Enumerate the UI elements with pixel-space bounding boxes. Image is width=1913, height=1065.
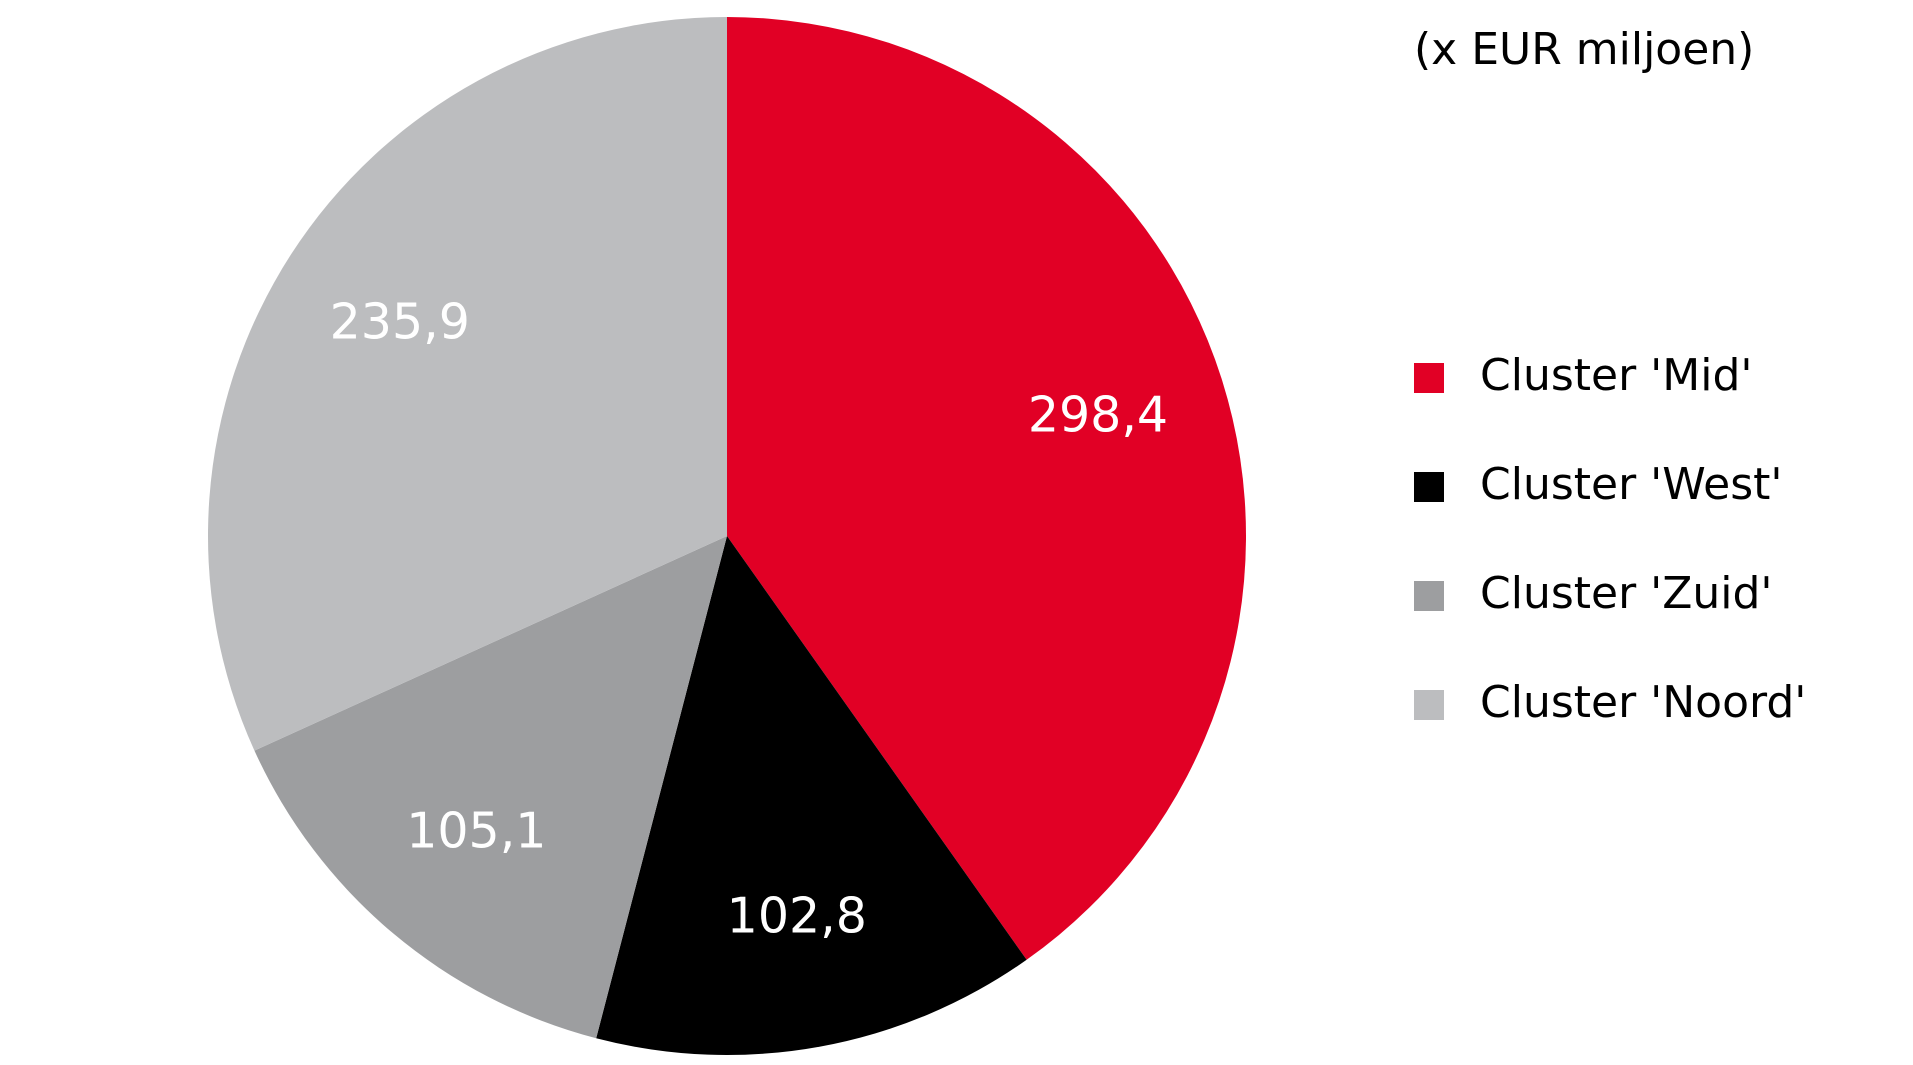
legend-swatch <box>1414 581 1444 611</box>
legend-swatch <box>1414 363 1444 393</box>
data-label: 102,8 <box>727 887 867 944</box>
data-label: 298,4 <box>1028 387 1168 444</box>
chart-subtitle: (x EUR miljoen) <box>1414 24 1754 75</box>
pie-slice <box>727 17 1247 960</box>
legend-swatch <box>1414 472 1444 502</box>
pie-slice <box>596 536 1027 1056</box>
legend-label: Cluster 'West' <box>1480 459 1783 510</box>
pie-slice <box>207 17 727 751</box>
legend-label: Cluster 'Noord' <box>1480 677 1806 728</box>
legend-swatch <box>1414 690 1444 720</box>
pie-slice <box>254 536 727 1039</box>
legend-label: Cluster 'Zuid' <box>1480 568 1773 619</box>
legend-label: Cluster 'Mid' <box>1480 350 1752 401</box>
data-label: 105,1 <box>406 802 546 859</box>
data-label: 235,9 <box>330 294 470 351</box>
